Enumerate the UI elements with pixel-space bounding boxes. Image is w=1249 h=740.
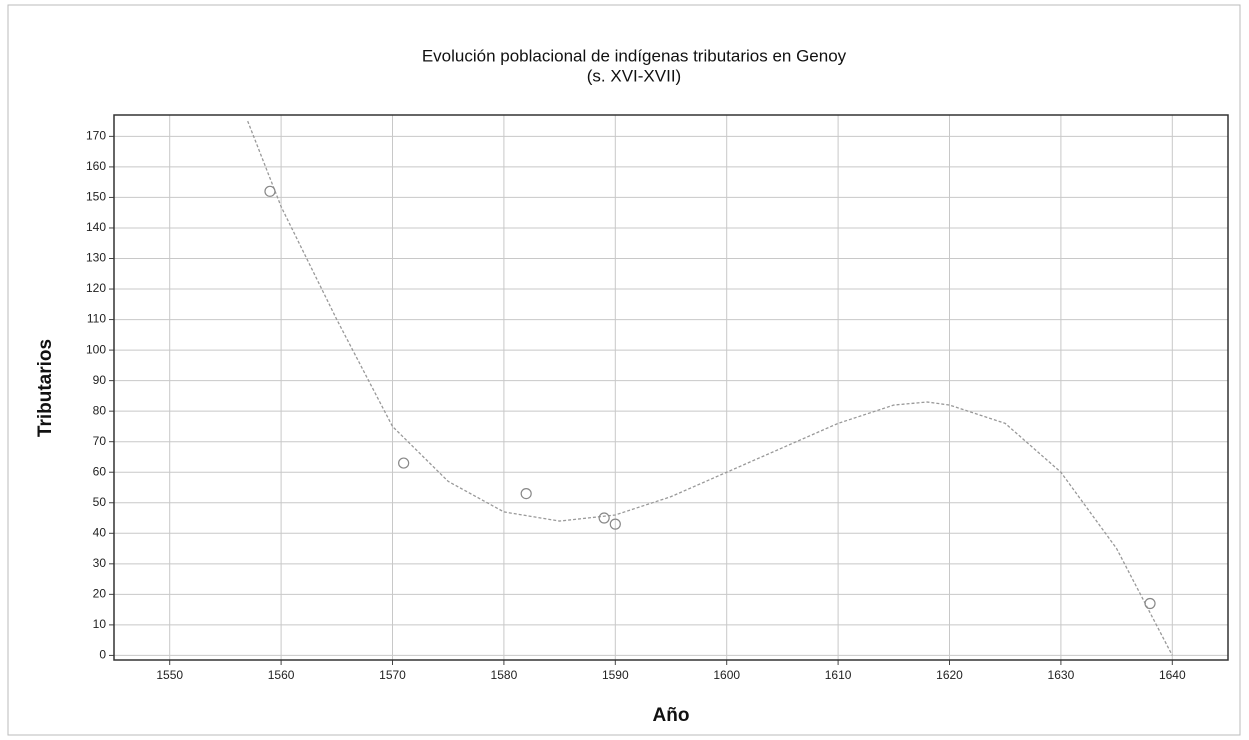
y-tick-label: 10 [93,617,107,631]
data-point [598,512,610,524]
y-tick-label: 60 [93,464,107,478]
data-point [520,487,532,500]
y-tick-label: 90 [93,373,107,387]
y-tick-label: 110 [87,312,106,326]
y-tick-label: 130 [86,251,106,265]
x-axis-title: Año [653,705,690,726]
y-tick-label: 30 [93,556,107,570]
chart-frame [7,4,1241,736]
y-tick-label: 80 [93,403,107,417]
y-tick-label: 160 [86,159,106,173]
y-tick-label: 120 [86,281,106,295]
y-axis-title: Tributarios [35,339,56,437]
x-tick-label: 1580 [491,668,518,682]
y-tick-label: 150 [86,190,106,204]
data-point [264,185,276,197]
y-tick-label: 50 [93,495,107,509]
y-tick-label: 170 [86,129,106,143]
x-tick-label: 1570 [379,668,406,682]
data-point [1144,597,1156,610]
y-tick-label: 0 [99,648,106,662]
x-tick-label: 1620 [936,668,963,682]
y-tick-label: 70 [93,434,107,448]
x-tick-label: 1640 [1159,668,1186,682]
y-tick-label: 20 [93,587,107,601]
fit-line [247,120,1173,656]
data-point [609,518,621,530]
plot-frame [113,114,1229,661]
x-tick-label: 1630 [1048,668,1075,682]
y-tick-label: 40 [93,525,107,539]
data-point [398,457,410,469]
chart-title: Evolución poblacional de indígenas tribu… [422,46,847,65]
chart-subtitle: (s. XVI-XVII) [587,66,681,85]
y-tick-label: 140 [86,220,106,234]
x-tick-label: 1610 [825,668,852,682]
y-tick-label: 100 [86,342,106,356]
x-tick-label: 1550 [156,668,183,682]
x-tick-label: 1560 [268,668,295,682]
x-tick-label: 1590 [602,668,629,682]
x-tick-label: 1600 [713,668,740,682]
